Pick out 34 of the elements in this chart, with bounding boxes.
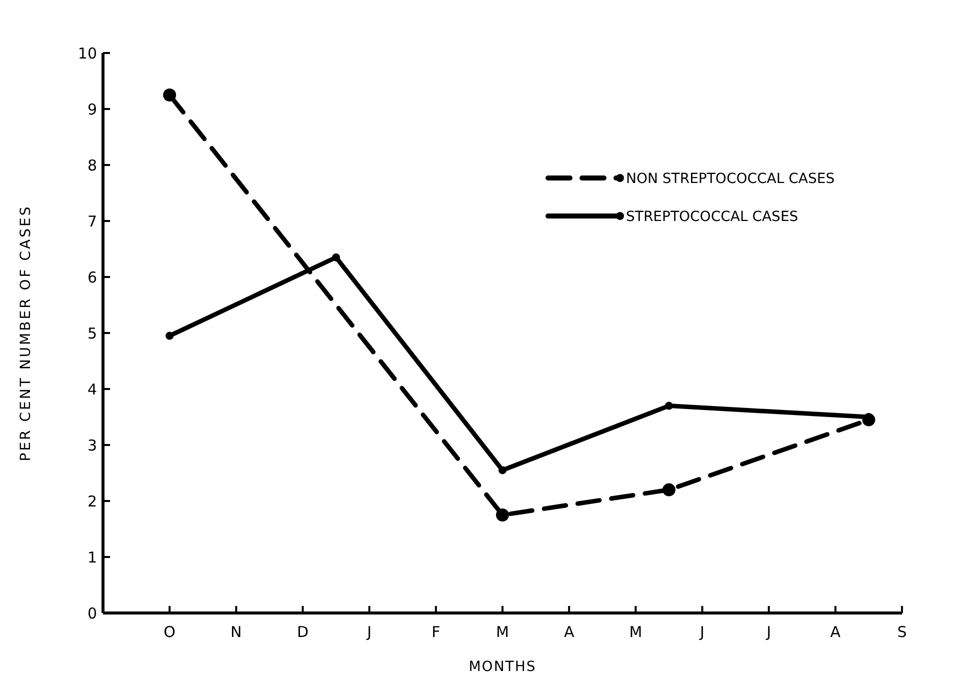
x-tick-label: M: [629, 623, 642, 641]
point: [664, 402, 673, 410]
y-axis-title: PER CENT NUMBER OF CASES: [18, 204, 34, 462]
point: [163, 88, 176, 102]
x-axis-title: MONTHS: [468, 659, 536, 675]
point: [498, 466, 506, 474]
y-tick-label: 0: [87, 604, 97, 622]
y-tick-label: 1: [87, 548, 97, 566]
x-tick-label: N: [230, 623, 242, 641]
y-tick-label: 5: [87, 324, 97, 342]
point: [496, 508, 509, 522]
y-tick-label: 6: [87, 268, 97, 286]
y-tick-label: 10: [78, 44, 97, 62]
x-tick-label: O: [164, 623, 176, 641]
y-tick-label: 2: [87, 492, 97, 510]
y-tick-label: 7: [87, 212, 97, 230]
point: [662, 483, 676, 496]
y-tick-label: 9: [87, 100, 97, 118]
y-tick-label: 4: [87, 380, 97, 398]
point: [166, 332, 174, 340]
x-tick-label: F: [432, 623, 440, 641]
x-tick-label: S: [897, 623, 907, 641]
x-tick-label: D: [296, 623, 309, 641]
x-tick-label: J: [366, 623, 372, 641]
x-tick-label: M: [496, 623, 509, 641]
x-tick-label: A: [830, 623, 842, 641]
legend-label: NON STREPTOCOCCAL CASES: [626, 170, 835, 187]
x-tick-label: J: [766, 623, 772, 641]
legend-label: STREPTOCOCCAL CASES: [626, 208, 798, 225]
y-tick-label: 8: [87, 156, 97, 174]
point: [332, 253, 340, 262]
x-tick-label: A: [564, 623, 575, 641]
y-tick-label: 3: [87, 436, 97, 454]
x-tick-label: J: [699, 623, 704, 641]
